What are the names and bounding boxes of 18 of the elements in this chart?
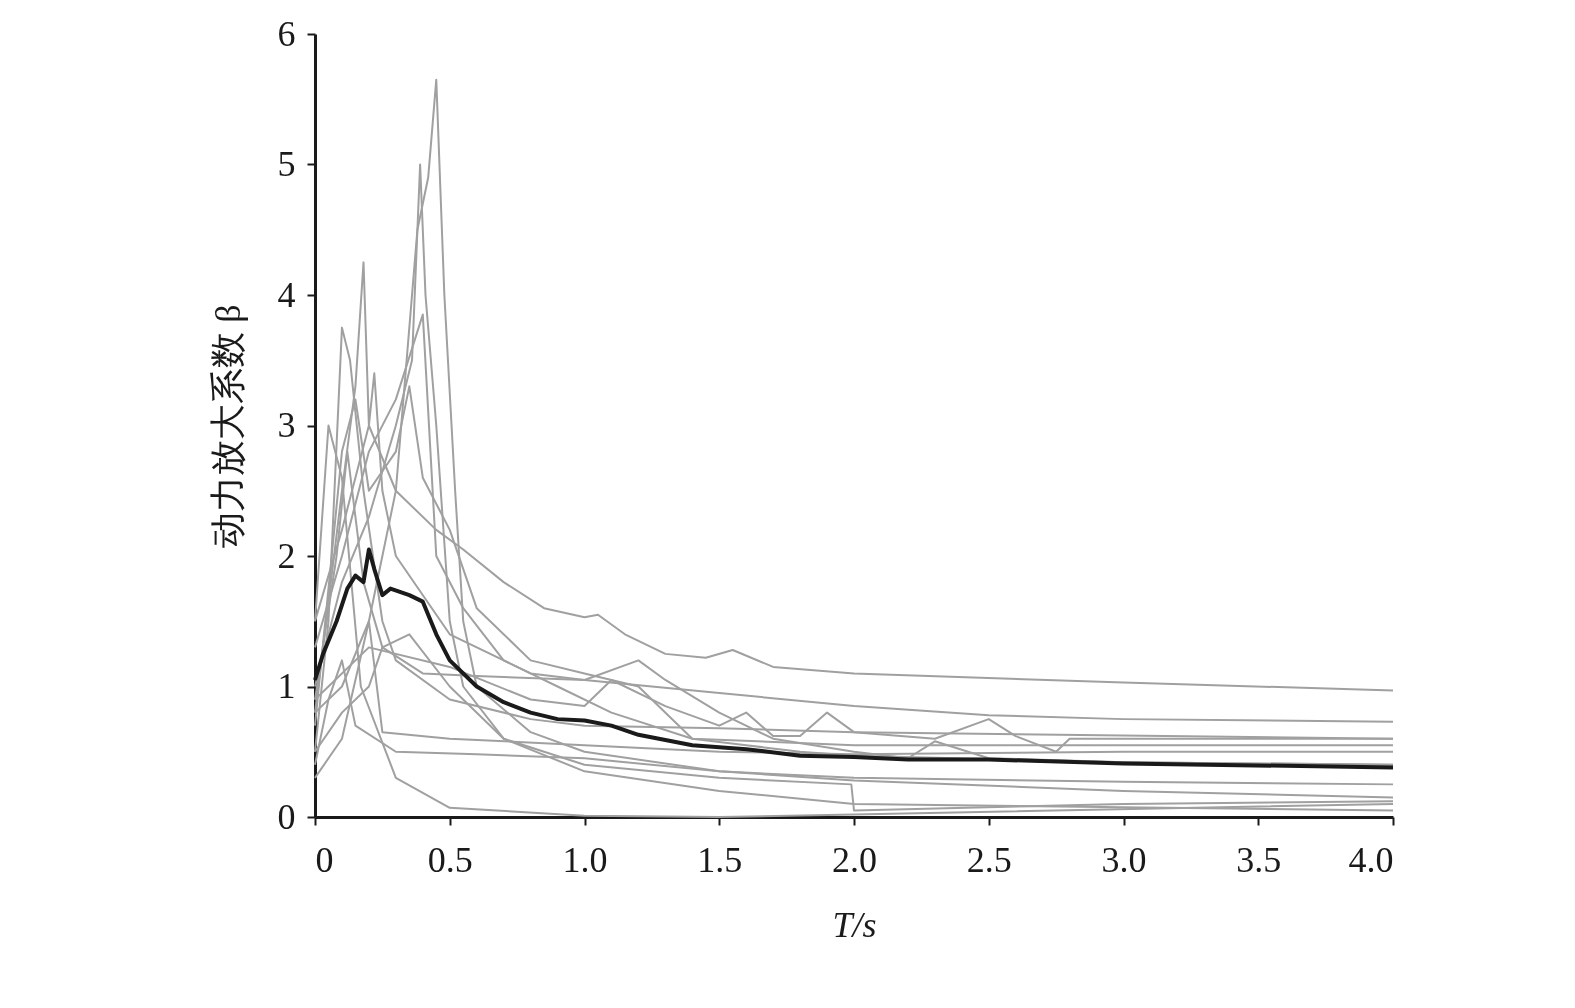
y-tick-label: 1 (277, 666, 296, 706)
x-tick-label: 1.5 (697, 839, 743, 880)
y-tick-label: 3 (277, 405, 296, 445)
x-tick-label: 2.0 (832, 839, 877, 880)
y-axis-title: 动力放大系数 β (207, 304, 248, 548)
x-tick-label: 2.5 (966, 839, 1012, 880)
x-tick-label: 0 (315, 839, 334, 880)
y-tick-label: 2 (277, 535, 296, 576)
x-tick-label: 0.5 (427, 839, 473, 880)
x-tick-label: 3.5 (1236, 839, 1282, 880)
x-tick-label: 1.0 (562, 839, 608, 880)
y-tick-label: 5 (277, 144, 296, 184)
x-tick-label: 3.0 (1101, 839, 1147, 880)
x-tick-label: 4.0 (1348, 839, 1394, 880)
x-axis-title: T/s (832, 904, 877, 945)
y-tick-label: 4 (277, 274, 296, 315)
y-tick-label: 6 (277, 13, 296, 54)
y-tick-label: 0 (277, 796, 296, 837)
